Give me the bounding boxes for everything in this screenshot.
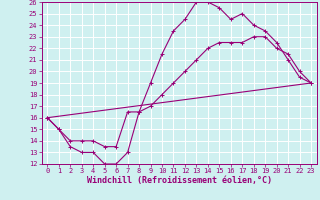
X-axis label: Windchill (Refroidissement éolien,°C): Windchill (Refroidissement éolien,°C) <box>87 176 272 185</box>
